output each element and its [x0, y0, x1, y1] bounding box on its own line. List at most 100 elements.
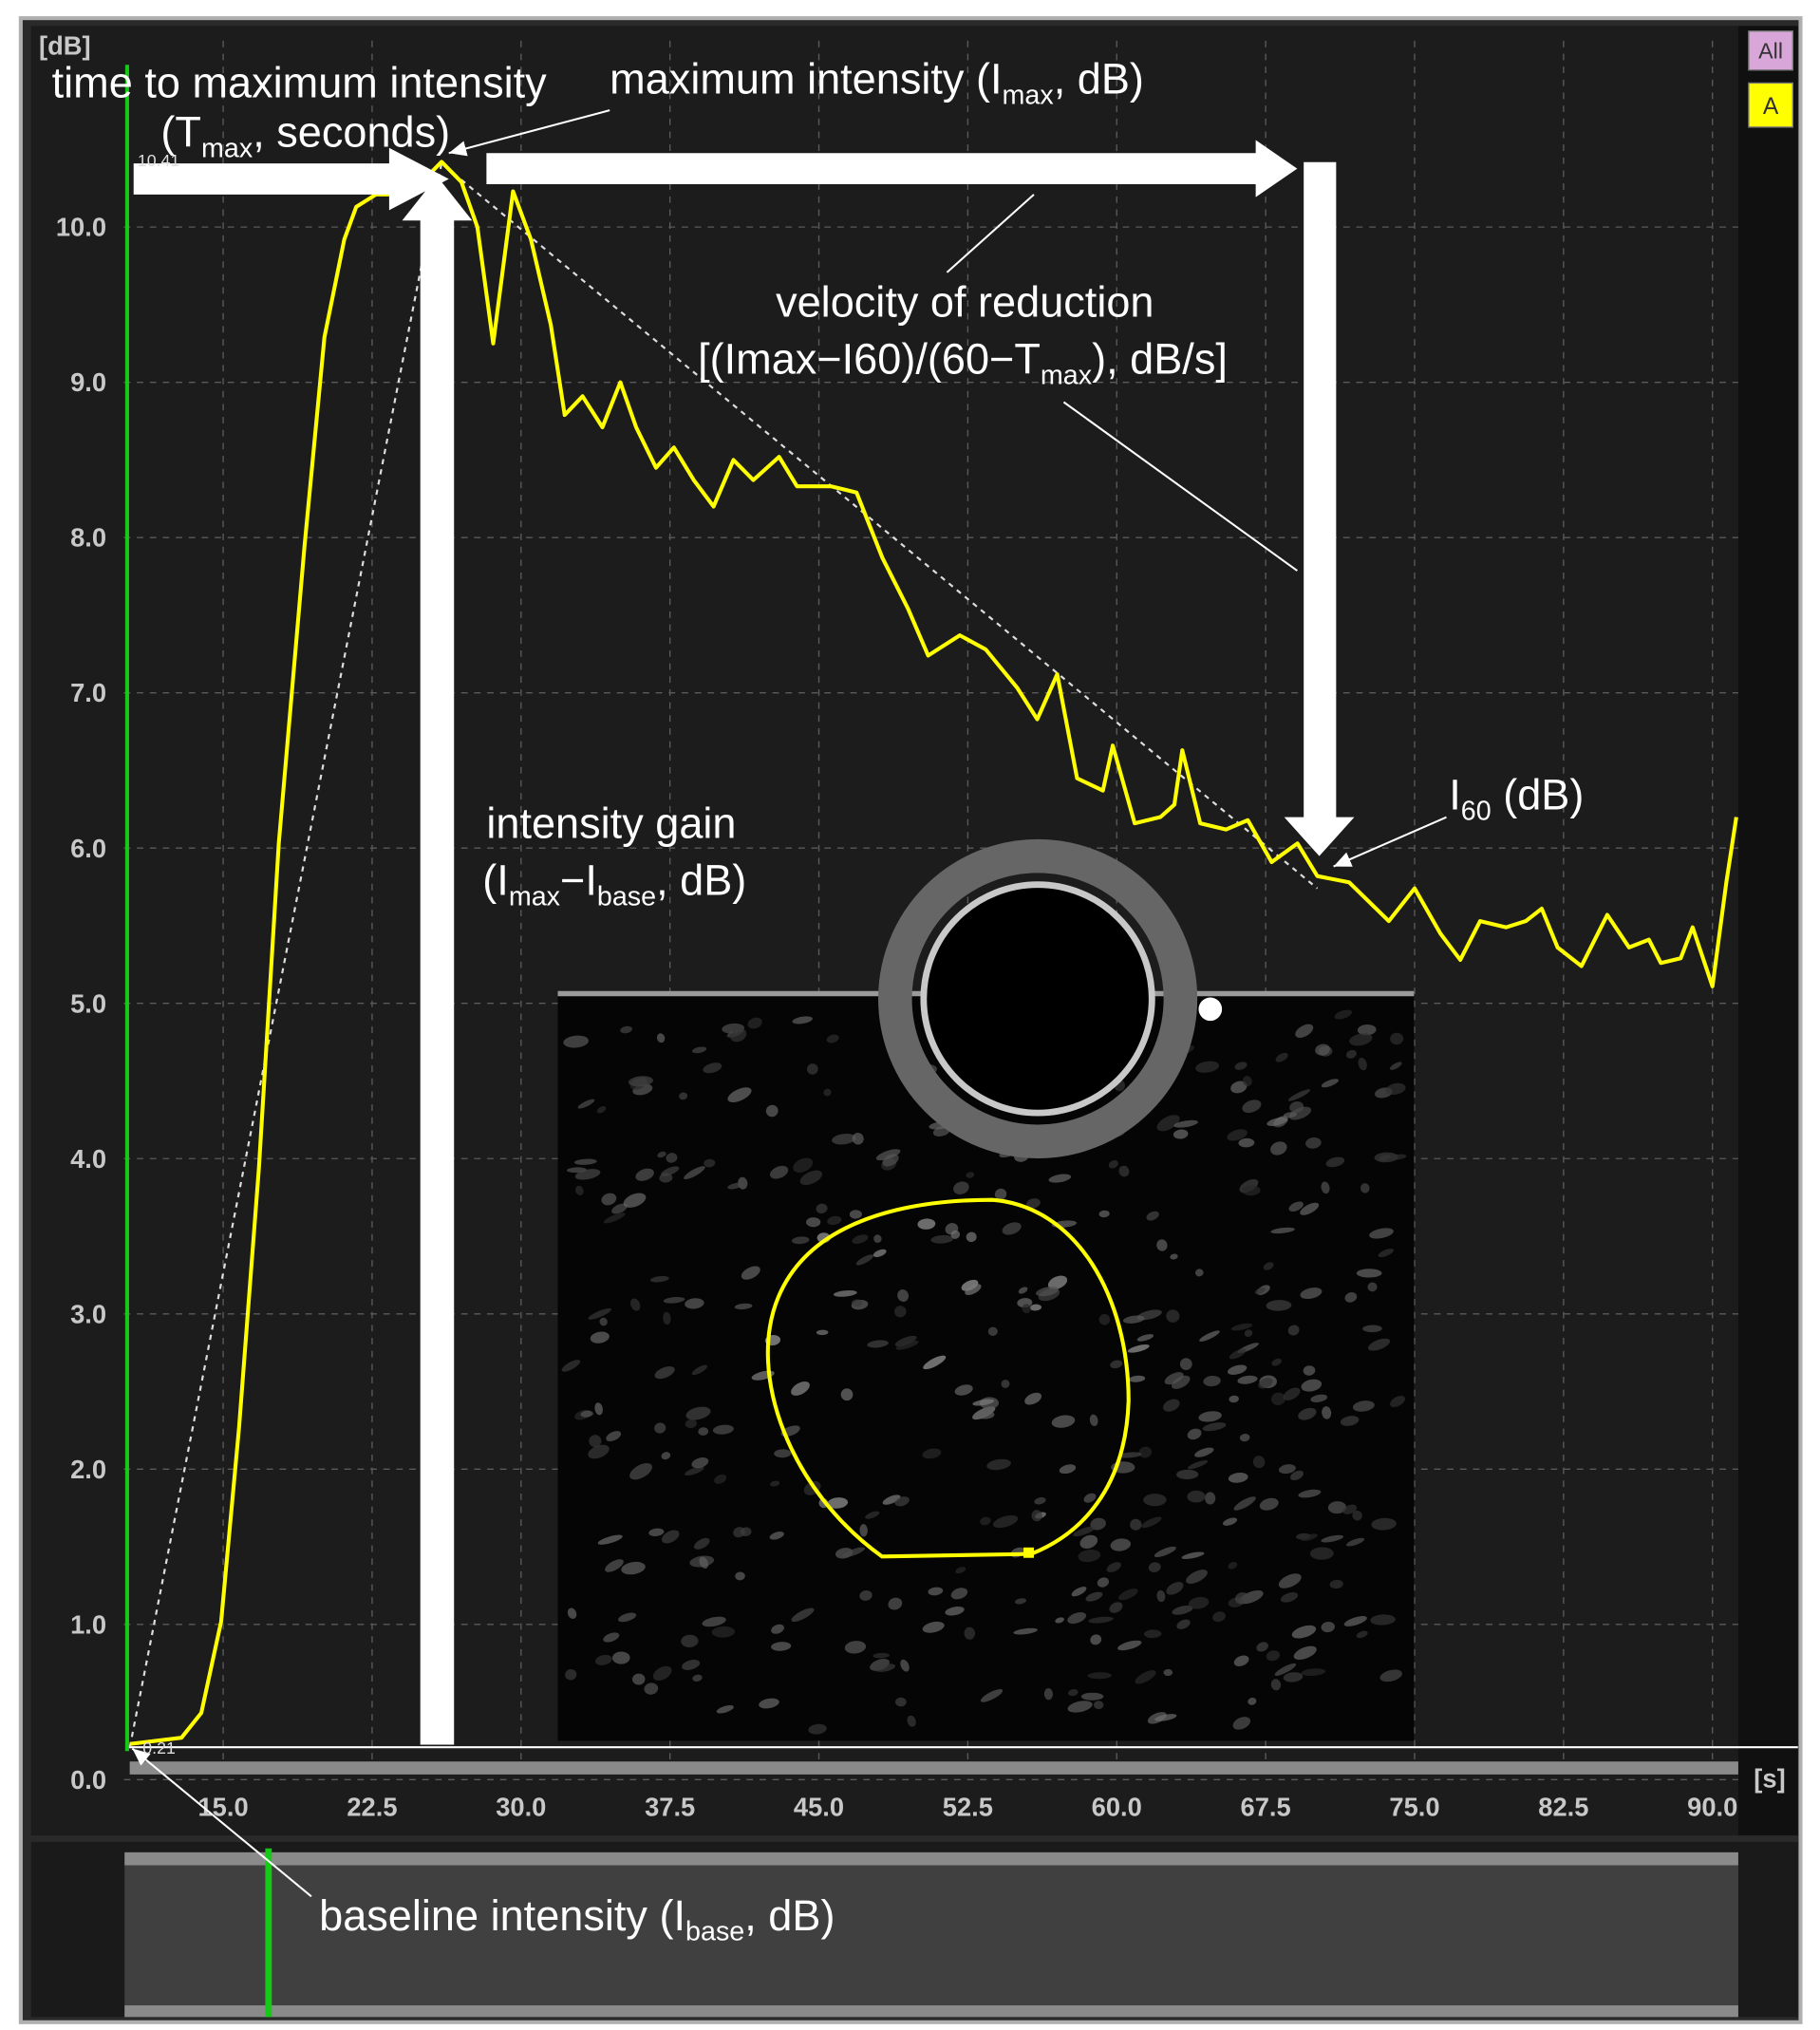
speckle-dot — [1327, 1501, 1347, 1514]
speckle-dot — [806, 1217, 821, 1228]
speckle-dot — [922, 1621, 945, 1633]
speckle-dot — [1352, 1400, 1375, 1412]
inset-bg — [557, 993, 1415, 1741]
speckle-dot — [1233, 1496, 1256, 1511]
speckle-dot — [816, 1329, 829, 1336]
speckle-dot — [1230, 1081, 1248, 1094]
speckle-dot — [965, 1284, 982, 1295]
speckle-dot — [907, 1715, 916, 1727]
speckle-dot — [1300, 1202, 1320, 1215]
speckle-dot — [563, 1035, 590, 1048]
speckle-dot — [771, 1624, 784, 1634]
speckle-dot — [1362, 1325, 1382, 1333]
button-a-label[interactable]: A — [1763, 94, 1779, 120]
speckle-dot — [1256, 1642, 1268, 1652]
y-tick-label: 9.0 — [70, 367, 106, 397]
speckle-dot — [955, 1567, 966, 1574]
speckle-dot — [679, 1092, 688, 1100]
speckle-dot — [1356, 1269, 1382, 1278]
speckle-dot — [827, 1215, 842, 1226]
speckle-dot — [774, 1449, 792, 1458]
speckle-dot — [1290, 1470, 1304, 1481]
button-all-label[interactable]: All — [1758, 38, 1783, 63]
speckle-dot — [1188, 1596, 1210, 1609]
speckle-dot — [865, 1511, 880, 1519]
annotation-text: (dB) — [1492, 770, 1585, 818]
speckle-dot — [1293, 1645, 1317, 1661]
speckle-dot — [1344, 1292, 1358, 1303]
speckle-dot — [1146, 1211, 1159, 1221]
speckle-dot — [1374, 1152, 1398, 1163]
speckle-dot — [1171, 1375, 1191, 1389]
x-tick-label: 67.5 — [1241, 1793, 1291, 1822]
speckle-dot — [1164, 1372, 1184, 1385]
annotation-sub: 60 — [1461, 796, 1492, 826]
speckle-dot — [859, 1524, 868, 1537]
speckle-dot — [599, 1317, 608, 1326]
speckle-dot — [1228, 1562, 1238, 1569]
speckle-dot — [841, 1547, 866, 1558]
speckle-dot — [1179, 1358, 1192, 1370]
speckle-dot — [954, 1384, 973, 1396]
speckle-dot — [604, 1212, 626, 1224]
speckle-dot — [1301, 1379, 1323, 1392]
speckle-dot — [1263, 1262, 1274, 1270]
speckle-dot — [1022, 1304, 1031, 1314]
annotation-text: (I — [482, 856, 509, 905]
speckle-dot — [1389, 1062, 1402, 1070]
annotation-text: maximum intensity (I — [610, 54, 1002, 103]
speckle-dot — [1259, 1497, 1279, 1511]
speckle-dot — [691, 1457, 709, 1469]
speckle-dot — [1321, 1622, 1335, 1633]
speckle-dot — [727, 1087, 752, 1102]
speckle-dot — [1141, 1516, 1162, 1529]
annotation-text: I — [1449, 770, 1461, 818]
speckle-dot — [565, 1668, 577, 1681]
speckle-dot — [1345, 1049, 1357, 1059]
y-tick-label: 0.0 — [70, 1765, 106, 1795]
speckle-dot — [1110, 1538, 1131, 1551]
speckle-dot — [1036, 1287, 1059, 1297]
speckle-dot — [1223, 1517, 1238, 1526]
speckle-dot — [611, 1651, 630, 1664]
y-tick-label: 7.0 — [70, 678, 106, 707]
speckle-dot — [1013, 1627, 1038, 1635]
speckle-dot — [791, 1607, 815, 1623]
x-tick-label: 90.0 — [1687, 1793, 1737, 1822]
annotation: velocity of reduction — [776, 277, 1154, 326]
speckle-dot — [894, 1496, 910, 1507]
peak-label: 10.41 — [138, 151, 179, 170]
speckle-dot — [656, 1033, 666, 1043]
drop-arrow — [1284, 161, 1355, 856]
y-tick-label: 4.0 — [70, 1144, 106, 1174]
arrows — [131, 109, 1447, 1898]
speckle-dot — [1085, 1591, 1103, 1602]
speckle-dot — [1252, 1456, 1266, 1469]
speckle-dot — [917, 1218, 936, 1230]
speckle-dot — [1025, 1198, 1041, 1209]
annotation: maximum intensity (Imax, dB) — [610, 54, 1144, 110]
speckle-dot — [1283, 1112, 1298, 1118]
speckle-dot — [663, 1296, 685, 1304]
speckle-dot — [953, 1181, 969, 1194]
annotation: (Tmax, seconds) — [160, 107, 450, 163]
y-tick-label: 6.0 — [70, 834, 106, 863]
annotation: intensity gain — [486, 799, 736, 848]
speckle-dot — [1352, 1510, 1362, 1521]
speckle-dot — [1163, 1399, 1180, 1412]
speckle-dot — [1090, 1634, 1102, 1645]
speckle-dot — [950, 1588, 968, 1600]
speckle-dot — [1258, 1378, 1273, 1389]
speckle-dot — [735, 1571, 745, 1581]
speckle-dot — [1271, 1392, 1285, 1406]
speckle-dot — [620, 1025, 632, 1034]
speckle-dot — [1108, 1159, 1118, 1169]
speckle-dot — [1390, 1395, 1405, 1407]
button-all[interactable] — [1748, 30, 1793, 71]
speckle-dot — [823, 1088, 832, 1097]
button-a[interactable] — [1748, 82, 1793, 128]
speckle-dot — [611, 1203, 628, 1214]
speckle-dot — [791, 1236, 810, 1245]
speckle-dot — [806, 1063, 818, 1075]
speckle-dot — [980, 1688, 1004, 1702]
